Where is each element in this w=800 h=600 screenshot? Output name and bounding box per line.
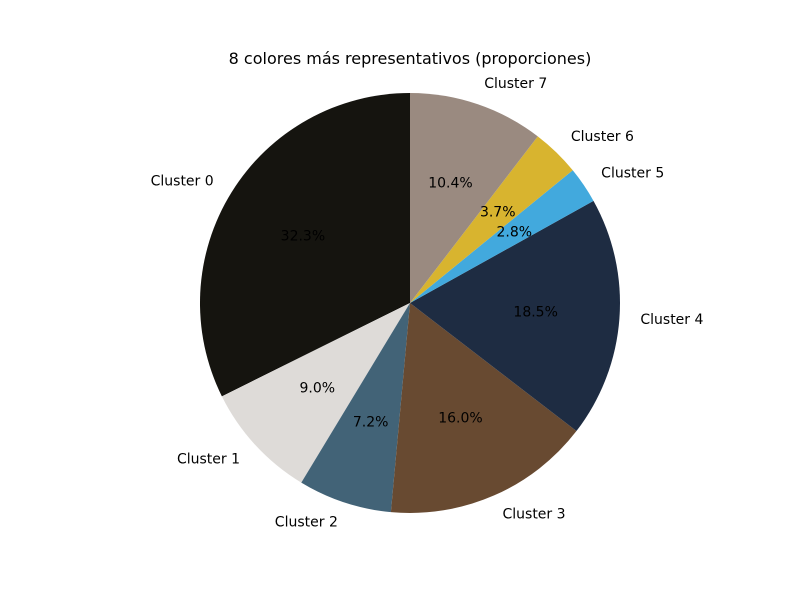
pct-label-cluster-0: 32.3%: [281, 229, 325, 245]
pie-slice-cluster-1: [221, 303, 410, 483]
pct-label-cluster-7: 10.4%: [428, 176, 472, 192]
pie-slice-cluster-3: [390, 303, 577, 514]
slice-label-cluster-7: Cluster 7: [484, 76, 547, 92]
pie-slices: [199, 93, 620, 514]
pie-slice-cluster-5: [410, 170, 594, 303]
chart-title: 8 colores más representativos (proporcio…: [229, 49, 592, 68]
slice-label-cluster-2: Cluster 2: [275, 514, 338, 530]
slice-label-cluster-4: Cluster 4: [640, 312, 703, 328]
pct-label-cluster-5: 2.8%: [496, 224, 532, 240]
slice-label-cluster-3: Cluster 3: [502, 507, 565, 523]
pie-slice-cluster-4: [410, 200, 620, 432]
pct-label-cluster-4: 18.5%: [513, 304, 557, 320]
slice-label-cluster-6: Cluster 6: [571, 129, 634, 145]
pct-label-cluster-2: 7.2%: [353, 415, 389, 431]
pie-slice-cluster-6: [410, 136, 573, 303]
pct-label-cluster-6: 3.7%: [480, 205, 516, 221]
slice-label-cluster-0: Cluster 0: [151, 173, 214, 189]
pct-label-cluster-3: 16.0%: [438, 410, 482, 426]
slice-label-cluster-5: Cluster 5: [601, 165, 664, 181]
pie-slice-cluster-2: [301, 303, 410, 513]
pie-slice-cluster-7: [410, 93, 538, 303]
slice-label-cluster-1: Cluster 1: [177, 451, 240, 467]
percentage-labels: 32.3% 9.0% 7.2% 16.0% 18.5% 2.8% 3.7% 10.4%: [281, 176, 558, 431]
pct-label-cluster-1: 9.0%: [299, 380, 335, 396]
pie-slice-cluster-0: [199, 93, 410, 397]
slice-labels: Cluster 0 Cluster 1 Cluster 2 Cluster 3 Clus…: [151, 76, 704, 530]
